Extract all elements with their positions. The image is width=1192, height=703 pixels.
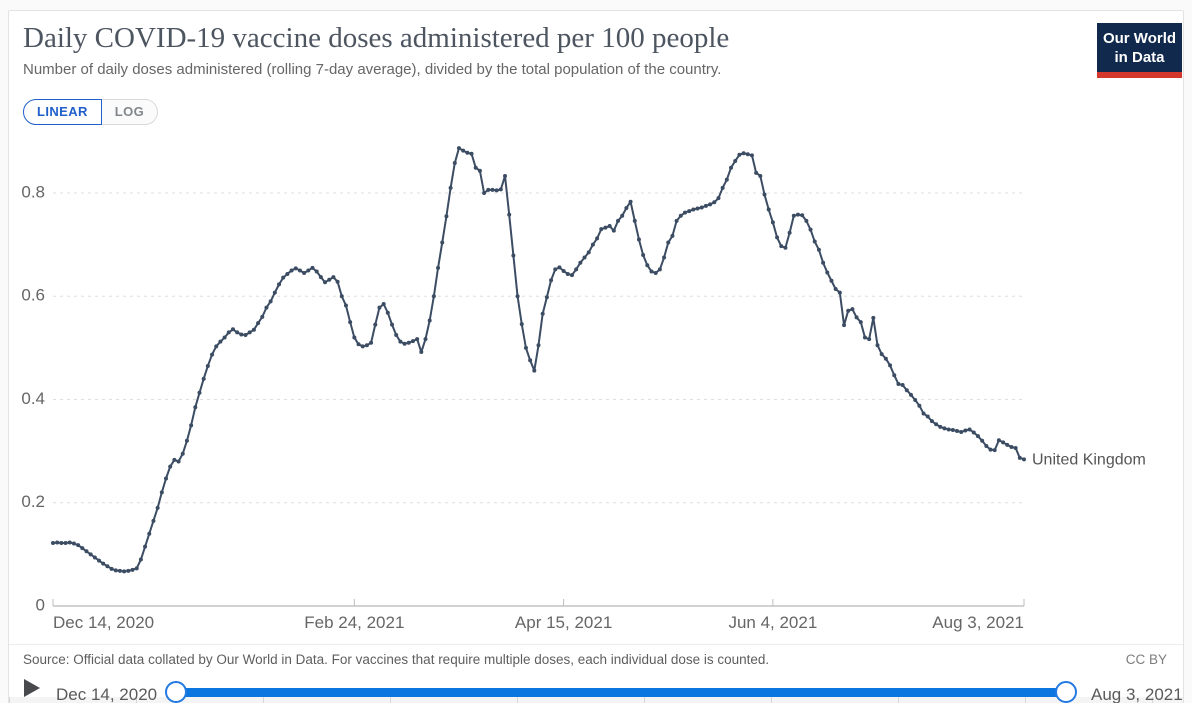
log-scale-button[interactable]: LOG <box>101 99 159 125</box>
source-note: Source: Official data collated by Our Wo… <box>23 652 770 667</box>
svg-text:0.8: 0.8 <box>21 182 45 201</box>
timeline-start-label: Dec 14, 2020 <box>56 685 158 703</box>
svg-text:0.4: 0.4 <box>21 389 45 408</box>
y-axis-labels: 0 0.2 0.4 0.6 0.8 <box>21 182 45 614</box>
timeline-slider-track[interactable] <box>175 688 1067 697</box>
svg-text:Feb 24, 2021: Feb 24, 2021 <box>304 613 404 632</box>
chart-footer: Source: Official data collated by Our Wo… <box>23 652 1167 667</box>
svg-text:Dec 14, 2020: Dec 14, 2020 <box>53 613 154 632</box>
line-chart[interactable]: 0 0.2 0.4 0.6 0.8 Dec 14, 2020 Feb 24, 2021 Apr… <box>9 131 1183 651</box>
timeline-start-handle[interactable] <box>165 681 187 703</box>
timeline-slider[interactable] <box>165 681 1077 703</box>
chart-subtitle: Number of daily doses administered (roll… <box>23 61 722 78</box>
chart-card: Daily COVID-19 vaccine doses administere… <box>8 10 1184 703</box>
footer-divider <box>9 644 1183 645</box>
timeline-ruler <box>9 697 1183 703</box>
svg-text:Apr 15, 2021: Apr 15, 2021 <box>515 613 612 632</box>
uk-series-line[interactable] <box>52 147 1025 573</box>
owid-logo: Our World in Data <box>1097 23 1182 78</box>
scale-toggle: LINEAR LOG <box>23 99 159 125</box>
uk-series-points[interactable] <box>51 146 1026 574</box>
linear-scale-button[interactable]: LINEAR <box>23 99 102 125</box>
svg-text:0.2: 0.2 <box>21 492 45 511</box>
series-end-label[interactable]: United Kingdom <box>1032 451 1146 468</box>
svg-text:0.6: 0.6 <box>21 286 45 305</box>
y-gridlines <box>53 192 1024 504</box>
timeline-end-handle[interactable] <box>1055 681 1077 703</box>
play-icon[interactable] <box>24 679 40 697</box>
timeline-controls: Dec 14, 2020 Aug 3, 2021 <box>9 671 1183 703</box>
owid-logo-line1: Our World <box>1102 30 1177 47</box>
timeline-end-label: Aug 3, 2021 <box>1091 685 1183 703</box>
svg-text:0: 0 <box>36 595 45 614</box>
x-axis-labels: Dec 14, 2020 Feb 24, 2021 Apr 15, 2021 Jun … <box>52 599 1025 632</box>
owid-logo-line2: in Data <box>1114 49 1165 66</box>
svg-text:Aug 3, 2021: Aug 3, 2021 <box>932 613 1024 632</box>
page-title: Daily COVID-19 vaccine doses administere… <box>23 22 730 54</box>
svg-text:Jun 4, 2021: Jun 4, 2021 <box>728 613 817 632</box>
license-label[interactable]: CC BY <box>1125 652 1167 667</box>
